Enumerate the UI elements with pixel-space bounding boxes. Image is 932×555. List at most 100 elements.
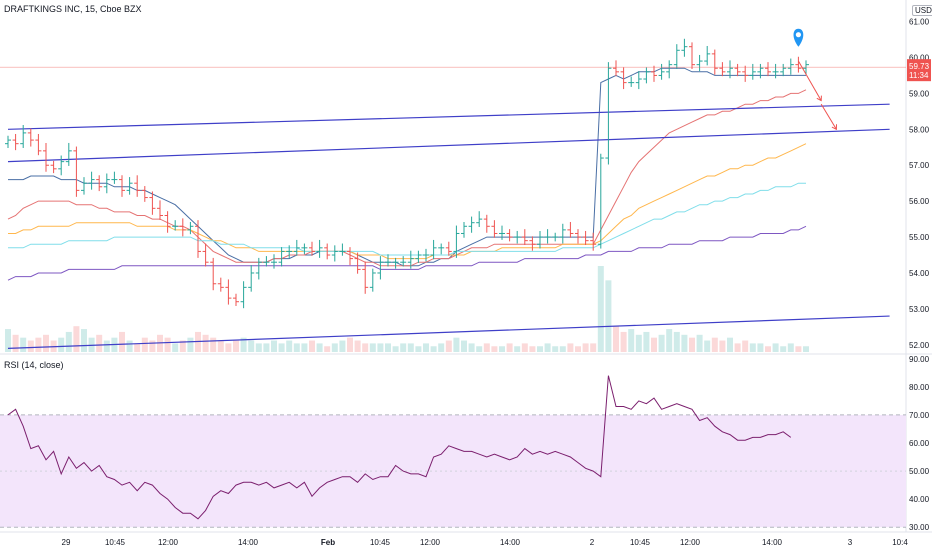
volume-bar bbox=[362, 343, 369, 352]
price-tick-label: 58.00 bbox=[909, 125, 930, 134]
volume-bar bbox=[749, 343, 756, 352]
ohlc-bar bbox=[749, 63, 756, 80]
ohlc-bar bbox=[537, 230, 543, 249]
time-tick-label: 12:00 bbox=[420, 538, 441, 547]
ohlc-bar bbox=[88, 171, 95, 190]
rsi-title: RSI (14, close) bbox=[4, 360, 64, 370]
ohlc-bar bbox=[795, 56, 802, 73]
marker-pin-icon bbox=[793, 28, 804, 47]
ohlc-bar bbox=[27, 128, 34, 147]
volume-bar bbox=[521, 343, 528, 352]
forecast-arrow-head bbox=[831, 124, 837, 131]
currency-label[interactable]: USD bbox=[912, 5, 932, 16]
ohlc-bar bbox=[704, 45, 711, 66]
volume-bar bbox=[537, 346, 543, 352]
ohlc-bar bbox=[400, 256, 407, 267]
ohlc-bar bbox=[666, 60, 673, 79]
ohlc-bar bbox=[35, 133, 42, 156]
ohlc-bar bbox=[347, 247, 353, 266]
volume-bar bbox=[787, 343, 794, 352]
volume-bar bbox=[666, 329, 673, 352]
volume-bar bbox=[742, 340, 749, 352]
ohlc-bar bbox=[696, 54, 703, 72]
ohlc-bar bbox=[658, 63, 665, 80]
volume-bar bbox=[179, 340, 186, 352]
volume-bar bbox=[453, 337, 460, 352]
ohlc-bar bbox=[628, 76, 635, 87]
ohlc-bar bbox=[103, 173, 110, 194]
ohlc-bar bbox=[369, 268, 376, 292]
volume-bar bbox=[468, 343, 475, 352]
volume-bar bbox=[377, 343, 384, 352]
volume-bar bbox=[597, 266, 604, 352]
ohlc-bar bbox=[491, 220, 498, 238]
price-tick-label: 57.00 bbox=[909, 161, 930, 170]
price-tick-label: 60.00 bbox=[909, 53, 930, 62]
ohlc-bar bbox=[651, 65, 657, 82]
ohlc-bar bbox=[689, 42, 695, 69]
volume-bar bbox=[711, 337, 718, 352]
ohlc-bar bbox=[461, 221, 467, 238]
ohlc-bar bbox=[362, 261, 369, 294]
ohlc-bar bbox=[582, 230, 589, 245]
ohlc-bar bbox=[613, 60, 619, 77]
volume-bar bbox=[582, 343, 589, 352]
ohlc-bar bbox=[407, 250, 414, 269]
volume-bar bbox=[605, 280, 612, 352]
time-tick-label: 3 bbox=[848, 538, 853, 547]
volume-bar bbox=[734, 343, 741, 352]
ohlc-bar bbox=[119, 175, 125, 197]
ohlc-bar bbox=[514, 230, 521, 244]
ohlc-bar bbox=[43, 142, 49, 172]
ohlc-bar bbox=[210, 257, 217, 291]
price-tick-label: 61.00 bbox=[909, 18, 930, 27]
ohlc-bar bbox=[544, 229, 551, 244]
ohlc-bar bbox=[20, 124, 27, 148]
ohlc-bar bbox=[757, 63, 764, 79]
volume-bar bbox=[354, 340, 361, 352]
ohlc-bar bbox=[727, 60, 733, 79]
ohlc-bar bbox=[430, 239, 437, 260]
ohlc-bar bbox=[149, 191, 156, 215]
time-tick-label: 14:00 bbox=[500, 538, 521, 547]
ohlc-bar bbox=[476, 211, 483, 228]
volume-bar bbox=[719, 340, 726, 352]
rsi-tick-label: 80.00 bbox=[909, 383, 930, 392]
forecast-arrow-shaft bbox=[820, 103, 837, 130]
ohlc-bar bbox=[772, 63, 779, 79]
ohlc-bar bbox=[187, 221, 194, 235]
rsi-tick-label: 30.00 bbox=[909, 523, 930, 532]
ma-line-ema-100 bbox=[8, 182, 806, 256]
ohlc-bar bbox=[65, 142, 72, 166]
ohlc-bar bbox=[423, 248, 429, 262]
ohlc-bar bbox=[453, 225, 460, 258]
price-badge-value: 59.73 bbox=[909, 62, 930, 71]
volume-bar bbox=[392, 346, 399, 352]
time-tick-label: 14:00 bbox=[238, 538, 259, 547]
volume-bar bbox=[126, 340, 133, 352]
ohlc-bar bbox=[73, 146, 80, 197]
volume-bar bbox=[445, 340, 452, 352]
volume-bar bbox=[423, 343, 429, 352]
ohlc-bar bbox=[635, 71, 642, 90]
volume-bar bbox=[27, 340, 34, 352]
ohlc-bar bbox=[141, 186, 148, 202]
price-tick-label: 54.00 bbox=[909, 269, 930, 278]
volume-bar bbox=[400, 343, 407, 352]
ohlc-bar bbox=[157, 200, 163, 220]
volume-bar bbox=[65, 331, 72, 352]
ohlc-bar bbox=[590, 232, 597, 251]
volume-bar bbox=[248, 340, 255, 352]
ohlc-bar bbox=[286, 245, 293, 258]
marker-pin-dot bbox=[795, 32, 802, 38]
price-badge-countdown: 11:34 bbox=[909, 71, 929, 80]
ma-line-ema-200 bbox=[7, 225, 807, 281]
ohlc-bar bbox=[316, 239, 323, 258]
ohlc-bar bbox=[12, 133, 19, 151]
ohlc-bar bbox=[392, 257, 399, 269]
ohlc-bar bbox=[445, 241, 452, 256]
time-tick-label: 10:45 bbox=[630, 538, 651, 547]
time-tick-label: 2 bbox=[590, 538, 595, 547]
ohlc-bar bbox=[111, 171, 118, 184]
volume-bar bbox=[651, 337, 657, 352]
